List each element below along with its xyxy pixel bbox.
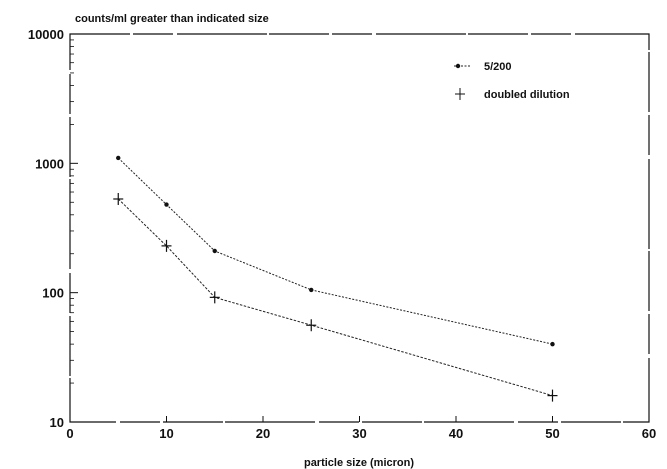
legend: 5/200 doubled dilution xyxy=(454,61,570,101)
series-layer xyxy=(113,155,558,402)
x-axis-title: particle size (micron) xyxy=(304,457,414,469)
x-tick-label: 20 xyxy=(256,426,270,441)
series-1-point xyxy=(212,248,217,254)
x-tick-label: 10 xyxy=(159,426,173,441)
series-1-point xyxy=(550,341,555,347)
x-tick-label: 30 xyxy=(352,426,366,441)
series-1-point xyxy=(116,155,121,161)
series-2-point xyxy=(209,291,220,304)
legend-marker-2 xyxy=(455,88,465,100)
x-tick-label: 60 xyxy=(642,426,656,441)
x-tick-label: 50 xyxy=(545,426,559,441)
series-1-point xyxy=(164,202,169,207)
series-2-point xyxy=(306,319,317,332)
x-tick-label: 40 xyxy=(449,426,463,441)
y-tick-label: 100 xyxy=(42,286,64,301)
y-axis-ticks: 10 100 1000 10000 xyxy=(28,27,78,430)
legend-label-2: doubled dilution xyxy=(484,89,570,101)
chart-title: counts/ml greater than indicated size xyxy=(75,13,269,25)
plot-frame xyxy=(69,33,650,423)
series-2-point xyxy=(161,239,172,252)
series-1-point xyxy=(309,287,314,293)
y-tick-label: 1000 xyxy=(35,156,64,171)
legend-marker-1 xyxy=(455,63,461,69)
y-tick-label: 10 xyxy=(50,415,64,430)
y-tick-label: 10000 xyxy=(28,27,64,42)
legend-label-1: 5/200 xyxy=(484,61,512,73)
series-2-point xyxy=(547,389,558,402)
x-axis-ticks: 0 10 20 30 40 50 60 xyxy=(66,416,656,441)
x-tick-label: 0 xyxy=(66,426,73,441)
series-2-point xyxy=(113,192,124,205)
series-line-1 xyxy=(117,157,553,345)
series-line-2 xyxy=(117,198,553,397)
